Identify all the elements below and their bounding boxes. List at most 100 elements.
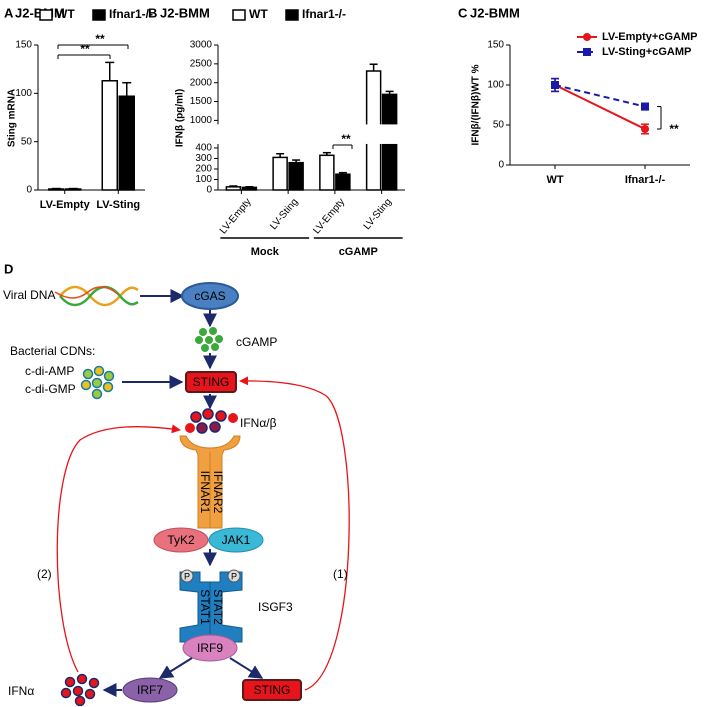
node [181,282,239,310]
label: (2) [37,567,52,581]
node-label: cGAS [194,289,225,303]
y-tick-label: 100 [487,80,504,91]
phospho [180,569,194,583]
legend-swatch [39,9,53,21]
y-tick-label: 0 [206,185,212,196]
label: (1) [333,567,348,581]
node-label: STAT1 [198,589,212,625]
bar [241,186,258,191]
legend-label: Ifnar1-/- [302,7,346,21]
feedback-arrow [239,376,350,691]
annotation: ** [669,122,679,136]
x-tick-label: LV-Empty [40,199,91,211]
legend-swatch [92,9,106,21]
y-axis-label: IFNβ/(IFNβ)WT % [471,64,482,145]
panel-label: B [148,5,157,20]
bar [335,173,351,191]
axis-break [380,124,399,144]
y-tick-label: 0 [498,160,504,171]
y-tick-label: 0 [26,185,32,196]
legend-label: LV-Empty+cGAMP [602,31,697,43]
marker [551,81,559,89]
legend-marker [583,33,591,41]
node-label: IFNAR1 [198,471,212,514]
phospho [227,569,241,583]
panel-label: A [4,5,14,20]
y-tick-label: 150 [15,40,32,51]
node [182,634,238,662]
chart-title: J2-BMM [470,5,520,20]
label: c-di-AMP [25,364,74,378]
y-tick-label: 400 [195,143,212,154]
y-axis-label: Sting mRNA [7,89,18,147]
charts: A J2-BMM Sting mRNA 0 50 100 150 LV-Empty LV-Sti… [4,5,697,257]
y-tick-label: 150 [487,40,504,51]
node-label: TyK2 [167,533,195,547]
y-tick-label: 100 [15,88,32,99]
axis-break [364,124,383,144]
cdn-dots [80,365,115,400]
node-label: STAT2 [211,589,225,625]
node [242,679,302,701]
node-label: JAK1 [222,533,251,547]
node-label: STING [193,375,230,389]
x-tick-label: LV-Empty [218,197,254,237]
node-label: STING [254,683,291,697]
panel-label: D [4,261,13,276]
label: Bacterial CDNs: [10,344,95,358]
node-label: IRF7 [137,683,163,697]
label: Viral DNA [3,288,55,302]
label: IFNα/β [240,416,277,430]
bar [272,156,288,191]
node-label: P [184,571,190,581]
y-tick-label: 1000 [190,115,213,126]
label: IFNα [8,684,34,698]
line [554,84,646,130]
annotation: ** [95,32,105,46]
panel-label: C [458,5,468,20]
stat-dimer [179,571,243,643]
bar [118,95,135,191]
x-tick-label: LV-Sting [96,199,140,211]
diagram: D Viral DNA cGAS cGAMP Bacterial CDNs: c… [3,261,350,707]
line [554,84,646,108]
node [122,677,178,703]
y-tick-label: 50 [493,120,505,131]
x-tick-label: WT [546,174,563,186]
node-label: P [231,571,237,581]
node-label: IFNAR2 [211,471,225,514]
node [185,371,237,393]
y-tick-label: 3000 [190,40,213,51]
label: ISGF3 [258,600,293,614]
annotation: ** [80,42,90,56]
annotation: ** [341,132,351,146]
marker [641,125,649,133]
node [153,527,209,553]
x-tick-label: LV-Empty [311,197,347,237]
x-tick-label: Ifnar1-/- [625,174,666,186]
cgamp-dots [195,327,223,352]
arrow [158,657,193,679]
legend-label: WT [56,7,75,21]
x-tick-label: LV-Sting [362,197,394,232]
x-tick-label: LV-Sting [268,197,300,232]
marker [641,102,649,111]
chart-title: J2-BMM [160,5,210,20]
y-tick-label: 200 [195,164,212,175]
group-label: cGAMP [339,246,378,258]
y-tick-label: 300 [195,153,212,164]
arrow [229,657,264,679]
legend-label: LV-Sting+cGAMP [602,46,691,58]
group-label: Mock [251,246,280,258]
node [208,527,264,553]
ifna-dots [60,673,100,707]
feedback-arrow [56,424,181,673]
legend-label: WT [249,7,268,21]
y-tick-label: 1500 [190,96,213,107]
y-tick-label: 2500 [190,58,213,69]
y-tick-label: 100 [195,174,212,185]
bar [48,188,65,191]
legend-swatch [232,9,246,21]
dna [54,285,139,307]
